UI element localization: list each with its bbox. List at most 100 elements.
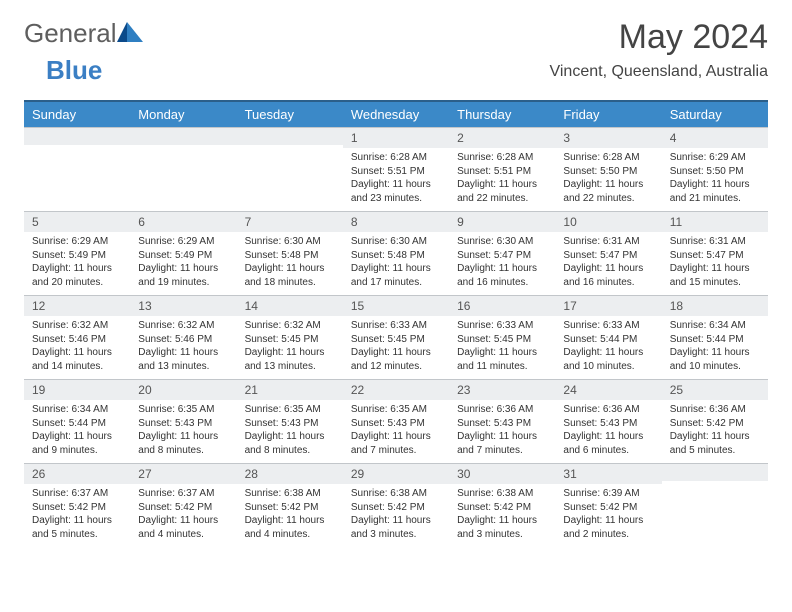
calendar-cell: 11Sunrise: 6:31 AMSunset: 5:47 PMDayligh… bbox=[662, 211, 768, 295]
day-number: 7 bbox=[237, 211, 343, 232]
day-line: Daylight: 11 hours bbox=[563, 262, 653, 276]
day-line: Daylight: 11 hours bbox=[351, 178, 441, 192]
day-line: and 20 minutes. bbox=[32, 276, 122, 290]
day-body: Sunrise: 6:38 AMSunset: 5:42 PMDaylight:… bbox=[343, 484, 449, 545]
day-line: Sunrise: 6:30 AM bbox=[351, 235, 441, 249]
day-body: Sunrise: 6:32 AMSunset: 5:45 PMDaylight:… bbox=[237, 316, 343, 377]
day-line: Sunset: 5:45 PM bbox=[245, 333, 335, 347]
day-line: Sunset: 5:46 PM bbox=[32, 333, 122, 347]
weekday-monday: Monday bbox=[130, 101, 236, 127]
calendar-cell: 21Sunrise: 6:35 AMSunset: 5:43 PMDayligh… bbox=[237, 379, 343, 463]
day-line: Daylight: 11 hours bbox=[351, 262, 441, 276]
day-body: Sunrise: 6:36 AMSunset: 5:42 PMDaylight:… bbox=[662, 400, 768, 461]
day-number: 23 bbox=[449, 379, 555, 400]
day-line: and 11 minutes. bbox=[457, 360, 547, 374]
day-number: 6 bbox=[130, 211, 236, 232]
day-number: 11 bbox=[662, 211, 768, 232]
calendar-page: General May 2024 Vincent, Queensland, Au… bbox=[0, 0, 792, 547]
day-number: 8 bbox=[343, 211, 449, 232]
day-line: Sunrise: 6:35 AM bbox=[245, 403, 335, 417]
calendar-cell: 23Sunrise: 6:36 AMSunset: 5:43 PMDayligh… bbox=[449, 379, 555, 463]
day-number: 30 bbox=[449, 463, 555, 484]
day-line: Sunset: 5:42 PM bbox=[245, 501, 335, 515]
day-line: Sunrise: 6:33 AM bbox=[563, 319, 653, 333]
day-line: Sunrise: 6:30 AM bbox=[245, 235, 335, 249]
calendar-week-row: 5Sunrise: 6:29 AMSunset: 5:49 PMDaylight… bbox=[24, 211, 768, 295]
day-line: and 9 minutes. bbox=[32, 444, 122, 458]
day-line: Sunrise: 6:37 AM bbox=[32, 487, 122, 501]
calendar-cell: 20Sunrise: 6:35 AMSunset: 5:43 PMDayligh… bbox=[130, 379, 236, 463]
day-line: Daylight: 11 hours bbox=[138, 514, 228, 528]
day-line: Sunrise: 6:28 AM bbox=[457, 151, 547, 165]
calendar-cell: 25Sunrise: 6:36 AMSunset: 5:42 PMDayligh… bbox=[662, 379, 768, 463]
day-line: Sunrise: 6:35 AM bbox=[138, 403, 228, 417]
day-number: 9 bbox=[449, 211, 555, 232]
day-number: 15 bbox=[343, 295, 449, 316]
day-body: Sunrise: 6:30 AMSunset: 5:47 PMDaylight:… bbox=[449, 232, 555, 293]
day-line: Sunset: 5:42 PM bbox=[670, 417, 760, 431]
day-line: and 19 minutes. bbox=[138, 276, 228, 290]
day-number: 26 bbox=[24, 463, 130, 484]
day-line: Sunrise: 6:33 AM bbox=[351, 319, 441, 333]
day-body: Sunrise: 6:35 AMSunset: 5:43 PMDaylight:… bbox=[130, 400, 236, 461]
day-number bbox=[662, 463, 768, 481]
day-line: Daylight: 11 hours bbox=[457, 514, 547, 528]
day-line: Sunrise: 6:29 AM bbox=[670, 151, 760, 165]
day-body: Sunrise: 6:30 AMSunset: 5:48 PMDaylight:… bbox=[343, 232, 449, 293]
day-body: Sunrise: 6:31 AMSunset: 5:47 PMDaylight:… bbox=[555, 232, 661, 293]
day-line: Sunrise: 6:36 AM bbox=[670, 403, 760, 417]
day-line: Sunset: 5:43 PM bbox=[351, 417, 441, 431]
day-body: Sunrise: 6:29 AMSunset: 5:49 PMDaylight:… bbox=[130, 232, 236, 293]
calendar-cell: 30Sunrise: 6:38 AMSunset: 5:42 PMDayligh… bbox=[449, 463, 555, 547]
calendar-cell: 16Sunrise: 6:33 AMSunset: 5:45 PMDayligh… bbox=[449, 295, 555, 379]
day-number: 22 bbox=[343, 379, 449, 400]
day-body: Sunrise: 6:28 AMSunset: 5:51 PMDaylight:… bbox=[449, 148, 555, 209]
day-line: Sunrise: 6:31 AM bbox=[670, 235, 760, 249]
day-line: and 13 minutes. bbox=[245, 360, 335, 374]
calendar-cell: 9Sunrise: 6:30 AMSunset: 5:47 PMDaylight… bbox=[449, 211, 555, 295]
calendar-cell: 19Sunrise: 6:34 AMSunset: 5:44 PMDayligh… bbox=[24, 379, 130, 463]
day-line: and 3 minutes. bbox=[457, 528, 547, 542]
day-line: Daylight: 11 hours bbox=[245, 262, 335, 276]
day-line: Daylight: 11 hours bbox=[245, 346, 335, 360]
day-body: Sunrise: 6:35 AMSunset: 5:43 PMDaylight:… bbox=[237, 400, 343, 461]
day-line: Daylight: 11 hours bbox=[138, 346, 228, 360]
day-line: Sunrise: 6:34 AM bbox=[670, 319, 760, 333]
day-line: Sunset: 5:47 PM bbox=[563, 249, 653, 263]
day-line: Daylight: 11 hours bbox=[563, 346, 653, 360]
day-body: Sunrise: 6:34 AMSunset: 5:44 PMDaylight:… bbox=[662, 316, 768, 377]
day-line: Daylight: 11 hours bbox=[457, 178, 547, 192]
day-number bbox=[237, 127, 343, 145]
day-body: Sunrise: 6:36 AMSunset: 5:43 PMDaylight:… bbox=[449, 400, 555, 461]
day-body: Sunrise: 6:32 AMSunset: 5:46 PMDaylight:… bbox=[24, 316, 130, 377]
day-line: Sunset: 5:42 PM bbox=[563, 501, 653, 515]
day-line: and 22 minutes. bbox=[457, 192, 547, 206]
calendar-cell: 28Sunrise: 6:38 AMSunset: 5:42 PMDayligh… bbox=[237, 463, 343, 547]
logo-text-blue: Blue bbox=[46, 55, 102, 85]
calendar-cell: 15Sunrise: 6:33 AMSunset: 5:45 PMDayligh… bbox=[343, 295, 449, 379]
logo: General bbox=[24, 18, 145, 49]
day-number bbox=[24, 127, 130, 145]
day-number: 31 bbox=[555, 463, 661, 484]
day-line: Sunset: 5:42 PM bbox=[457, 501, 547, 515]
calendar-cell: 13Sunrise: 6:32 AMSunset: 5:46 PMDayligh… bbox=[130, 295, 236, 379]
day-number: 4 bbox=[662, 127, 768, 148]
weekday-friday: Friday bbox=[555, 101, 661, 127]
calendar-week-row: 12Sunrise: 6:32 AMSunset: 5:46 PMDayligh… bbox=[24, 295, 768, 379]
day-number: 18 bbox=[662, 295, 768, 316]
day-line: Sunset: 5:45 PM bbox=[457, 333, 547, 347]
location-subtitle: Vincent, Queensland, Australia bbox=[549, 63, 768, 81]
day-line: Daylight: 11 hours bbox=[670, 178, 760, 192]
calendar-cell: 3Sunrise: 6:28 AMSunset: 5:50 PMDaylight… bbox=[555, 127, 661, 211]
day-line: Sunset: 5:46 PM bbox=[138, 333, 228, 347]
day-line: Sunrise: 6:29 AM bbox=[138, 235, 228, 249]
day-line: Sunset: 5:42 PM bbox=[32, 501, 122, 515]
day-number bbox=[130, 127, 236, 145]
calendar-cell: 7Sunrise: 6:30 AMSunset: 5:48 PMDaylight… bbox=[237, 211, 343, 295]
day-line: Sunrise: 6:32 AM bbox=[32, 319, 122, 333]
day-number: 3 bbox=[555, 127, 661, 148]
day-body: Sunrise: 6:37 AMSunset: 5:42 PMDaylight:… bbox=[24, 484, 130, 545]
day-line: and 14 minutes. bbox=[32, 360, 122, 374]
day-number: 10 bbox=[555, 211, 661, 232]
day-line: Daylight: 11 hours bbox=[138, 430, 228, 444]
